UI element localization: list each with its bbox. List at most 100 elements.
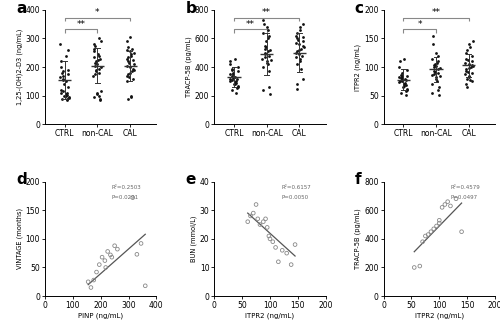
Point bbox=[399, 85, 407, 90]
Point bbox=[461, 71, 469, 77]
Point bbox=[60, 82, 68, 87]
Point bbox=[464, 58, 471, 63]
Point bbox=[90, 277, 98, 283]
Point bbox=[228, 72, 236, 77]
Point bbox=[266, 92, 274, 97]
Point bbox=[462, 68, 470, 73]
Point bbox=[400, 56, 408, 61]
Point bbox=[95, 36, 103, 41]
Point bbox=[233, 76, 241, 81]
Text: e: e bbox=[186, 172, 196, 188]
Point bbox=[291, 242, 299, 247]
Point bbox=[264, 36, 272, 41]
Point bbox=[98, 89, 106, 94]
Point bbox=[96, 96, 104, 101]
Point bbox=[266, 57, 274, 63]
Point bbox=[123, 47, 131, 53]
Point bbox=[298, 43, 306, 48]
Point bbox=[436, 217, 444, 223]
Point bbox=[123, 63, 131, 68]
Point bbox=[397, 90, 405, 95]
Point bbox=[90, 49, 98, 54]
Point bbox=[129, 76, 137, 81]
Point bbox=[434, 59, 442, 64]
Point bbox=[269, 239, 277, 244]
Text: **: ** bbox=[432, 8, 440, 17]
Point bbox=[278, 248, 286, 253]
Point bbox=[92, 59, 100, 64]
Point bbox=[427, 229, 435, 234]
Point bbox=[432, 63, 440, 69]
Point bbox=[260, 22, 268, 27]
Point bbox=[468, 62, 476, 67]
Point bbox=[234, 85, 242, 90]
Point bbox=[432, 75, 440, 80]
Point bbox=[464, 69, 472, 74]
Point bbox=[87, 285, 95, 290]
Point bbox=[428, 56, 436, 61]
Point bbox=[259, 64, 267, 70]
Point bbox=[124, 96, 132, 101]
Point bbox=[96, 262, 104, 267]
Text: P=0.0050: P=0.0050 bbox=[281, 195, 308, 200]
Point bbox=[434, 88, 442, 93]
Point bbox=[232, 85, 240, 90]
Point bbox=[296, 41, 304, 47]
Point bbox=[226, 62, 234, 67]
Text: b: b bbox=[186, 1, 196, 16]
Point bbox=[300, 22, 308, 27]
Point bbox=[137, 241, 145, 246]
Point bbox=[401, 76, 409, 81]
Point bbox=[402, 89, 410, 94]
Y-axis label: ITPR2 (ng/mL): ITPR2 (ng/mL) bbox=[355, 43, 362, 91]
Point bbox=[430, 69, 438, 74]
Point bbox=[462, 85, 470, 90]
Point bbox=[430, 62, 438, 67]
Point bbox=[424, 232, 432, 237]
Point bbox=[435, 92, 443, 97]
Point bbox=[58, 70, 66, 75]
Point bbox=[57, 59, 65, 64]
Point bbox=[122, 79, 130, 84]
Point bbox=[296, 24, 304, 30]
Point bbox=[466, 75, 473, 80]
Point bbox=[296, 59, 304, 64]
Point bbox=[126, 52, 134, 57]
Point bbox=[396, 59, 404, 64]
Point bbox=[282, 251, 290, 256]
Point bbox=[403, 73, 411, 78]
Point bbox=[260, 219, 268, 224]
Point bbox=[441, 202, 449, 207]
Point bbox=[292, 50, 300, 56]
Point bbox=[60, 73, 68, 78]
Point bbox=[430, 64, 438, 70]
Point bbox=[64, 95, 72, 101]
Point bbox=[410, 265, 418, 270]
Point bbox=[94, 93, 102, 98]
Point bbox=[462, 76, 470, 81]
Point bbox=[298, 53, 306, 58]
Text: c: c bbox=[354, 1, 364, 16]
Point bbox=[430, 68, 438, 73]
Point bbox=[434, 67, 442, 72]
Point bbox=[90, 94, 98, 100]
Point bbox=[265, 233, 273, 239]
X-axis label: ITPR2 (ng/mL): ITPR2 (ng/mL) bbox=[414, 313, 464, 319]
Point bbox=[274, 259, 282, 265]
Point bbox=[231, 56, 239, 61]
Point bbox=[252, 202, 260, 207]
Text: **: ** bbox=[262, 8, 271, 17]
Point bbox=[229, 75, 237, 81]
Point bbox=[292, 82, 300, 87]
Point bbox=[293, 36, 301, 41]
Point bbox=[91, 43, 99, 48]
Point bbox=[246, 213, 254, 218]
Point bbox=[123, 56, 131, 61]
Point bbox=[95, 66, 103, 71]
Point bbox=[266, 69, 274, 74]
Point bbox=[56, 41, 64, 47]
Point bbox=[436, 65, 444, 71]
Point bbox=[231, 81, 239, 86]
X-axis label: ITPR2 (ng/mL): ITPR2 (ng/mL) bbox=[246, 313, 294, 319]
Point bbox=[287, 262, 295, 267]
